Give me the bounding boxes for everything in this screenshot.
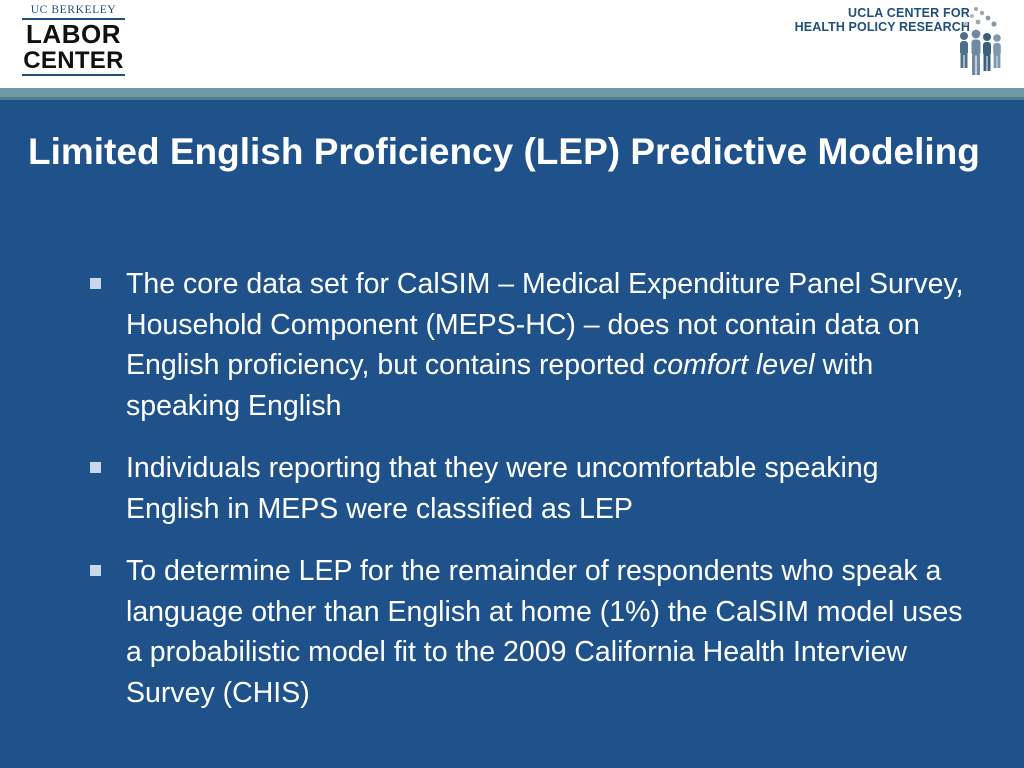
bullet-text-pre: The core data set for CalSIM – Medical E… (126, 268, 964, 381)
ucla-chpr-logo-text: UCLA CENTER FOR HEALTH POLICY RESEARCH (795, 6, 970, 34)
logo-top-text: UC BERKELEY (22, 4, 125, 20)
bullet-text-emphasis: comfort level (653, 349, 815, 381)
bullet-item: To determine LEP for the remainder of re… (88, 551, 968, 713)
bullet-text: Individuals reporting that they were unc… (126, 452, 879, 525)
ucla-logo-line1: UCLA CENTER FOR (848, 6, 970, 20)
people-group-icon (960, 7, 1001, 75)
header-divider (0, 88, 1024, 100)
uc-berkeley-labor-center-logo: UC BERKELEY LABOR CENTER (22, 4, 125, 82)
slide-header: UC BERKELEY LABOR CENTER UCLA CENTER FOR… (0, 0, 1024, 88)
bullet-text: To determine LEP for the remainder of re… (126, 555, 963, 709)
bullet-item: Individuals reporting that they were unc… (88, 448, 968, 529)
slide-title: Limited English Proficiency (LEP) Predic… (28, 131, 980, 172)
bullet-square-icon (90, 462, 101, 473)
bullet-text-post: with speaking English (126, 349, 874, 422)
logo-line1: LABOR (26, 19, 121, 49)
bullet-list: The core data set for CalSIM – Medical E… (88, 264, 968, 735)
ucla-logo-line2: HEALTH POLICY RESEARCH (794, 20, 970, 34)
bullet-square-icon (90, 278, 101, 289)
logo-line2: CENTER (22, 47, 125, 76)
bullet-item: The core data set for CalSIM – Medical E… (88, 264, 968, 426)
bullet-square-icon (90, 565, 101, 576)
